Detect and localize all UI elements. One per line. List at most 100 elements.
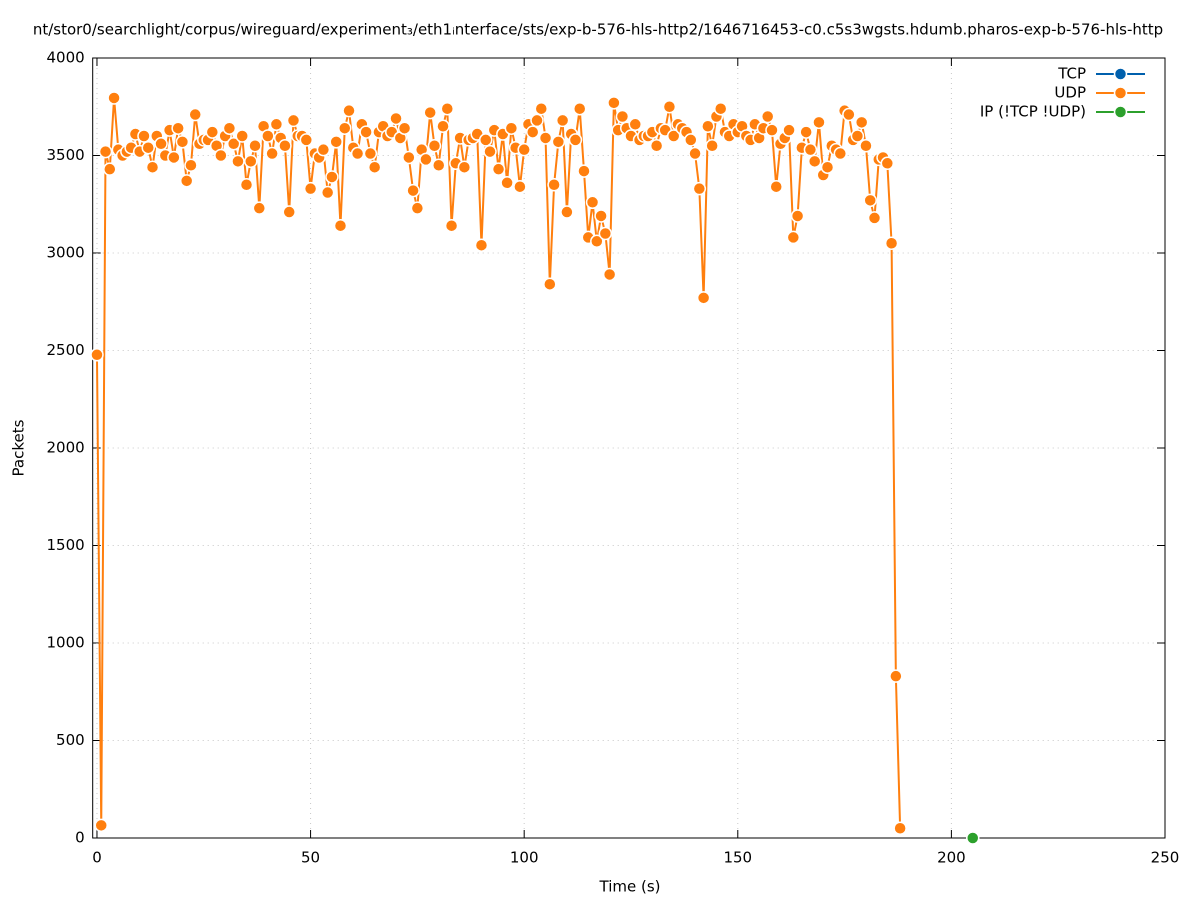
x-tick-label: 200	[937, 849, 966, 867]
plot-frame	[92, 57, 1166, 839]
legend-marker	[1113, 105, 1128, 119]
y-tick-label: 2000	[47, 439, 85, 457]
point	[184, 158, 198, 172]
point	[491, 162, 506, 176]
point	[551, 135, 566, 149]
point	[444, 218, 459, 233]
point	[342, 103, 356, 118]
point	[226, 137, 241, 151]
legend-marker	[1113, 67, 1128, 81]
point	[799, 125, 813, 139]
point	[286, 113, 301, 128]
point	[167, 150, 181, 165]
point	[585, 195, 600, 210]
point	[889, 669, 903, 683]
point	[555, 113, 570, 128]
point	[867, 211, 882, 225]
point	[179, 174, 194, 188]
point	[363, 146, 378, 161]
point	[504, 121, 519, 135]
point	[820, 160, 835, 174]
point	[500, 176, 514, 190]
point	[769, 179, 783, 194]
point	[231, 154, 245, 169]
point	[350, 146, 365, 161]
point	[684, 133, 698, 147]
point	[137, 129, 151, 143]
point	[457, 160, 472, 174]
point	[666, 129, 681, 143]
point	[141, 140, 155, 155]
point	[397, 121, 412, 135]
point	[602, 267, 617, 282]
point	[278, 139, 292, 153]
point	[265, 146, 279, 161]
y-tick-label: 1000	[47, 634, 85, 652]
point	[628, 117, 643, 132]
point	[701, 119, 715, 133]
y-tick-label: 0	[75, 829, 85, 847]
point	[244, 154, 258, 169]
point	[765, 123, 779, 137]
x-tick-label: 0	[92, 849, 102, 867]
point	[649, 139, 664, 153]
point	[807, 154, 822, 169]
point	[269, 117, 284, 132]
chart-title: nt/stor0/searchlight/corpus/wireguard/ex…	[33, 21, 1163, 39]
point	[833, 146, 848, 161]
point	[440, 101, 455, 116]
point	[171, 121, 185, 135]
point	[359, 125, 373, 139]
point	[760, 109, 775, 124]
point	[333, 218, 348, 233]
point	[688, 146, 702, 161]
y-tick-label: 2500	[47, 341, 85, 359]
point	[222, 121, 237, 135]
point	[320, 185, 335, 200]
series-line	[95, 97, 902, 829]
point	[431, 158, 446, 172]
point	[410, 201, 425, 215]
point	[598, 226, 613, 241]
point	[90, 348, 104, 362]
point	[538, 131, 553, 145]
point	[436, 119, 450, 133]
x-tick-label: 250	[1151, 849, 1180, 867]
point	[607, 96, 621, 110]
y-tick-label: 500	[56, 731, 85, 749]
point	[329, 135, 343, 149]
point	[786, 230, 801, 245]
point	[303, 181, 318, 196]
point	[419, 152, 433, 167]
point	[94, 818, 108, 833]
point	[530, 113, 544, 128]
point	[107, 91, 121, 105]
point	[423, 105, 437, 120]
point	[517, 142, 531, 157]
y-tick-label: 4000	[47, 49, 85, 67]
point	[884, 236, 899, 250]
y-axis-label: Packets	[10, 419, 28, 476]
point	[235, 129, 249, 143]
point	[205, 125, 220, 139]
point	[803, 142, 818, 157]
point	[145, 160, 160, 174]
point	[696, 291, 711, 305]
point	[239, 178, 254, 192]
point	[214, 148, 228, 163]
x-tick-label: 50	[301, 849, 320, 867]
point	[103, 162, 117, 176]
point	[316, 142, 331, 157]
point	[248, 139, 262, 153]
point	[692, 181, 707, 196]
point	[713, 101, 728, 116]
point	[483, 144, 497, 159]
point	[367, 160, 382, 174]
point	[282, 205, 296, 219]
point	[812, 115, 826, 130]
point	[338, 121, 352, 135]
point	[525, 125, 540, 139]
point	[854, 115, 869, 130]
y-tick-label: 1500	[47, 536, 85, 554]
